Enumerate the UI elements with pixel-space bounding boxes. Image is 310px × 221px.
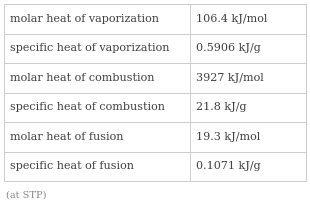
Text: 19.3 kJ/mol: 19.3 kJ/mol [196,132,260,142]
Text: molar heat of vaporization: molar heat of vaporization [10,14,159,24]
Text: molar heat of fusion: molar heat of fusion [10,132,123,142]
Text: 21.8 kJ/g: 21.8 kJ/g [196,102,246,112]
Text: specific heat of fusion: specific heat of fusion [10,161,134,171]
Text: 106.4 kJ/mol: 106.4 kJ/mol [196,14,267,24]
Text: molar heat of combustion: molar heat of combustion [10,73,154,83]
Text: specific heat of combustion: specific heat of combustion [10,102,165,112]
Text: (at STP): (at STP) [6,191,46,200]
Text: 0.1071 kJ/g: 0.1071 kJ/g [196,161,260,171]
Text: 0.5906 kJ/g: 0.5906 kJ/g [196,43,260,53]
Text: 3927 kJ/mol: 3927 kJ/mol [196,73,264,83]
Text: specific heat of vaporization: specific heat of vaporization [10,43,170,53]
